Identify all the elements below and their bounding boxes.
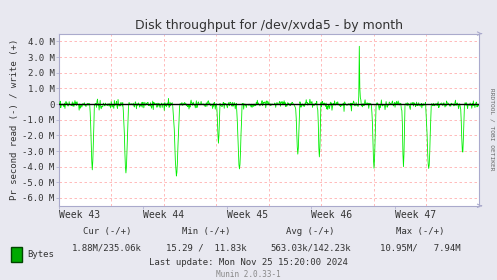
Text: Min (-/+): Min (-/+)	[182, 227, 231, 236]
Text: 1.88M/235.06k: 1.88M/235.06k	[72, 244, 142, 253]
Text: RRDTOOL / TOBI OETIKER: RRDTOOL / TOBI OETIKER	[490, 88, 495, 170]
Text: Bytes: Bytes	[27, 250, 54, 259]
Text: 563.03k/142.23k: 563.03k/142.23k	[270, 244, 351, 253]
Text: 10.95M/   7.94M: 10.95M/ 7.94M	[380, 244, 460, 253]
Title: Disk throughput for /dev/xvda5 - by month: Disk throughput for /dev/xvda5 - by mont…	[135, 19, 403, 32]
Text: Cur (-/+): Cur (-/+)	[83, 227, 131, 236]
Y-axis label: Pr second read (-) / write (+): Pr second read (-) / write (+)	[10, 39, 19, 200]
Text: Munin 2.0.33-1: Munin 2.0.33-1	[216, 270, 281, 279]
Text: Last update: Mon Nov 25 15:20:00 2024: Last update: Mon Nov 25 15:20:00 2024	[149, 258, 348, 267]
Text: Avg (-/+): Avg (-/+)	[286, 227, 335, 236]
Text: Max (-/+): Max (-/+)	[396, 227, 444, 236]
Text: 15.29 /  11.83k: 15.29 / 11.83k	[166, 244, 247, 253]
